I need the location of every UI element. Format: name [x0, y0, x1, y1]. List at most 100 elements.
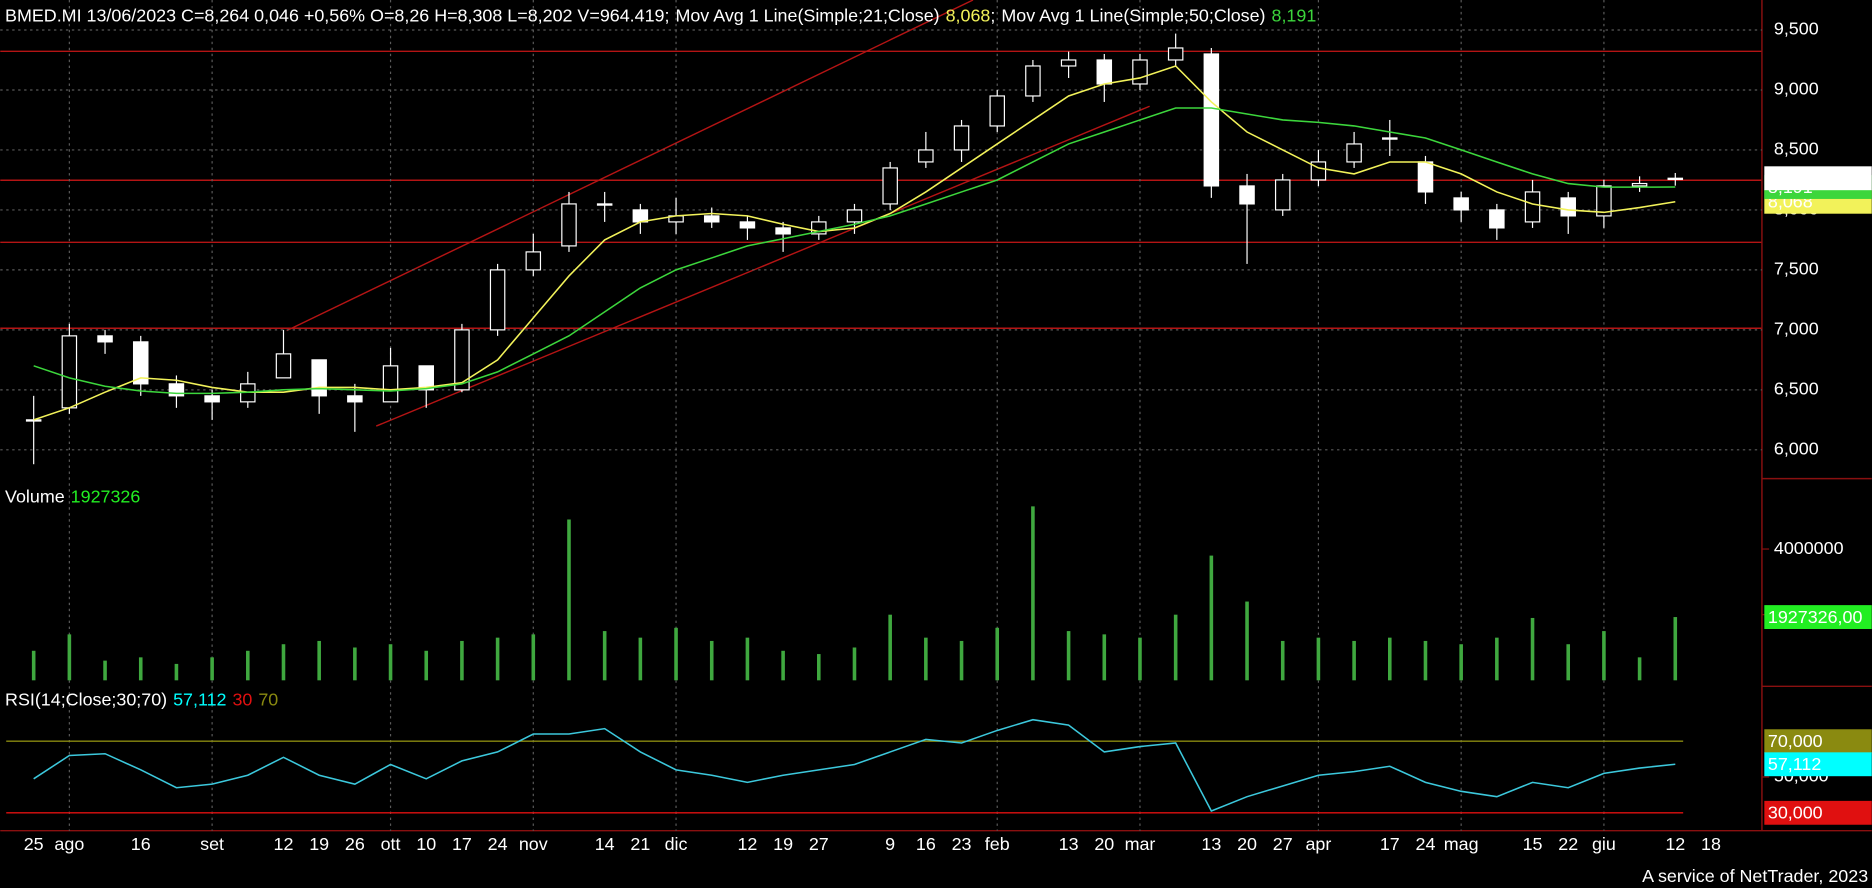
volume-bar	[1387, 637, 1392, 681]
volume-bar	[388, 644, 393, 681]
volume-bar	[817, 654, 821, 681]
x-tick-label: 20	[1094, 834, 1114, 854]
volume-bar	[210, 657, 214, 681]
x-tick-label: mar	[1125, 834, 1156, 854]
volume-bar	[1566, 644, 1571, 681]
volume-bar	[1245, 601, 1249, 681]
volume-bar	[709, 640, 714, 681]
legend-value: 57,112	[173, 689, 226, 709]
x-tick-label: 12	[274, 834, 294, 854]
value-badge	[1764, 166, 1872, 191]
x-tick-label: set	[200, 834, 224, 854]
candle-body	[989, 95, 1005, 127]
y-tick-label: 6,000	[1774, 439, 1819, 459]
x-tick-label: 16	[916, 834, 936, 854]
candle-body	[132, 341, 149, 385]
x-tick-label: mag	[1444, 834, 1479, 854]
volume-bar	[1066, 631, 1071, 681]
x-tick-label: 16	[131, 834, 151, 854]
candle-body	[882, 167, 898, 205]
moving-average-line	[33, 107, 1676, 395]
x-tick-label: 12	[737, 834, 757, 854]
annotations	[0, 0, 1762, 427]
volume-bar	[1316, 637, 1321, 681]
frame	[0, 0, 1872, 832]
candle-body	[846, 209, 863, 223]
x-tick-label: 19	[773, 834, 793, 854]
volume-bar	[674, 627, 678, 681]
volume-bar	[460, 640, 464, 681]
candle-body	[1346, 143, 1362, 163]
candle-body	[1203, 53, 1220, 187]
legend-separator: ;	[990, 5, 995, 25]
panel-header: BMED.MI 13/06/2023 C=8,264 0,046 +0,56% …	[5, 5, 1316, 25]
volume-bar	[246, 650, 250, 681]
volume-bar	[852, 647, 857, 681]
x-tick-label: 21	[630, 834, 650, 854]
legend-name: Mov Avg 1 Line(Simple;21;Close)	[675, 5, 939, 25]
x-tick-label: 27	[1273, 834, 1293, 854]
candle-body	[596, 203, 613, 206]
candle-body	[168, 383, 185, 397]
legend-value: 1927326	[71, 486, 141, 506]
value-badge	[1764, 605, 1872, 629]
panel-title: BMED.MI 13/06/2023 C=8,264 0,046 +0,56% …	[5, 5, 665, 25]
x-tick-label: feb	[985, 834, 1010, 854]
volume-bar	[781, 650, 785, 681]
legend-name: Mov Avg 1 Line(Simple;50;Close)	[1001, 5, 1265, 25]
volume-bar	[424, 650, 429, 681]
x-tick-label: nov	[519, 834, 548, 854]
rsi-line	[33, 718, 1676, 812]
legend-value: 8,191	[1271, 5, 1316, 25]
x-tick-label: 13	[1201, 834, 1221, 854]
volume-bar	[103, 660, 107, 681]
y-tick-label: 8,500	[1774, 139, 1819, 159]
candle-body	[739, 221, 756, 229]
volume-bar	[174, 663, 179, 681]
volume-bar	[1637, 657, 1642, 681]
panel-title: Volume	[5, 486, 65, 506]
candle-body	[775, 227, 791, 235]
candle-body	[1596, 185, 1612, 217]
x-tick-label: 19	[309, 834, 329, 854]
volume-bar	[1530, 617, 1535, 681]
candle-body	[1524, 191, 1541, 223]
panel-header: RSI(14;Close;30;70) 57,112 30 70	[5, 689, 278, 709]
legend-level: 30	[232, 689, 252, 709]
candle-body	[382, 365, 399, 403]
x-tick-label: 26	[345, 834, 365, 854]
x-tick-label: 12	[1665, 834, 1685, 854]
volume-bar	[1031, 506, 1035, 681]
legend-separator: ;	[665, 5, 670, 25]
x-tick-label: 15	[1523, 834, 1543, 854]
volume-bar	[1102, 634, 1107, 681]
x-tick-label: 9	[885, 834, 895, 854]
candle-body	[1489, 209, 1505, 229]
volume-bar	[1495, 637, 1499, 681]
y-tick-label: 9,500	[1774, 19, 1819, 39]
volume-bar	[67, 634, 72, 681]
volume-bar	[353, 647, 357, 681]
candle-body	[811, 221, 827, 235]
volume-bar	[995, 627, 1000, 681]
value-badge-label: 70,000	[1768, 731, 1823, 751]
candle-body	[918, 149, 934, 163]
candle-body	[489, 269, 506, 331]
volume-bar	[1209, 555, 1214, 681]
volume-bar	[924, 637, 928, 681]
candle-body	[632, 209, 649, 223]
value-badge	[1764, 752, 1872, 777]
candle-body	[561, 203, 577, 247]
x-tick-label: dic	[665, 834, 688, 854]
candle-body	[97, 335, 113, 343]
volume-bar	[745, 637, 750, 681]
trend-line	[286, 0, 974, 332]
x-tick-label: 10	[416, 834, 436, 854]
candle-body	[1274, 179, 1291, 211]
volume-bar	[638, 637, 643, 681]
volume-bar	[1673, 617, 1678, 681]
candle-body	[1667, 177, 1684, 181]
x-tick-label: apr	[1305, 834, 1331, 854]
candle-body	[25, 419, 42, 422]
